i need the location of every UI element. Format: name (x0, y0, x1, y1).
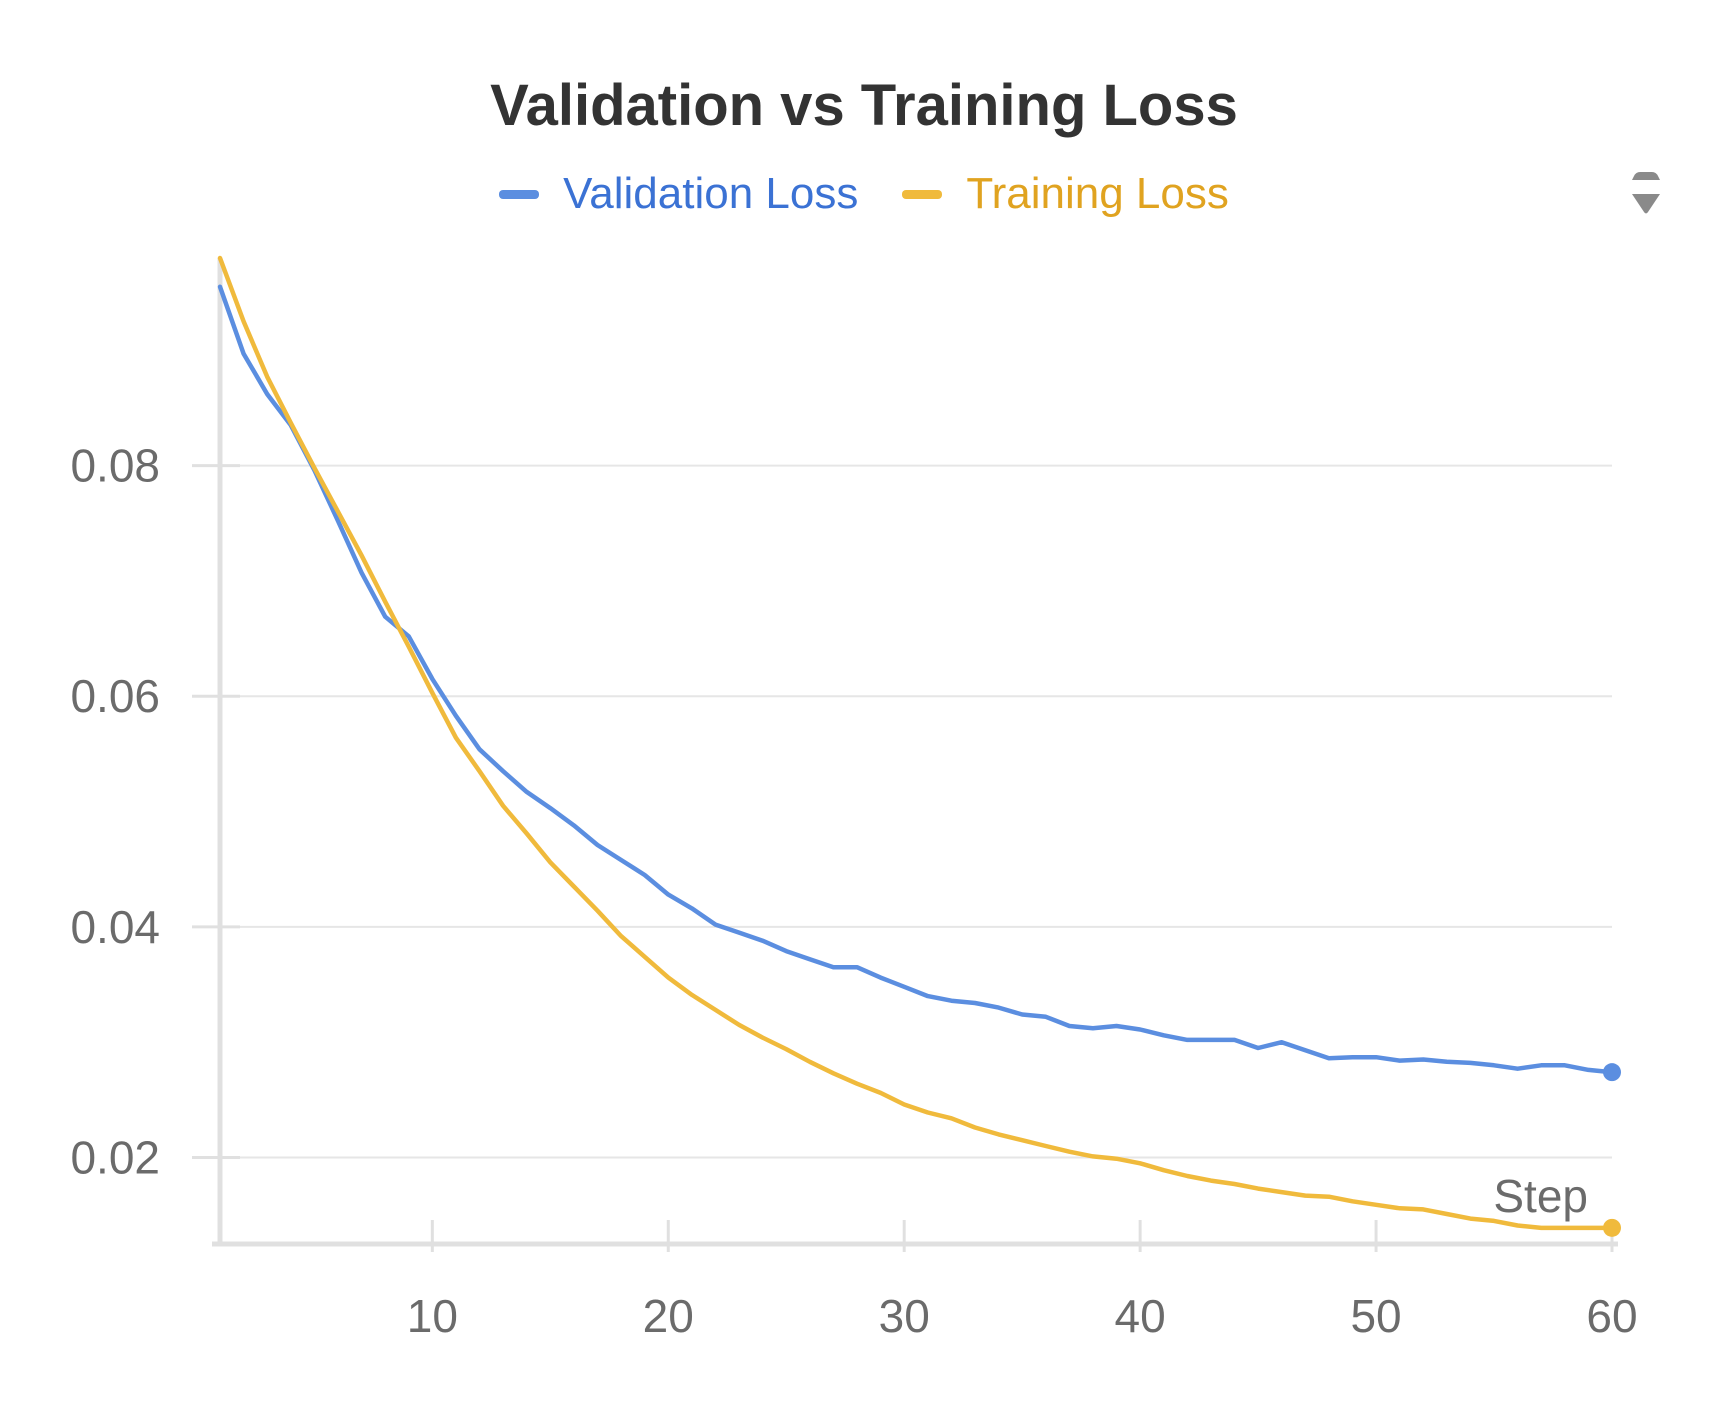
axis-layer: 0.02 0.04 0.06 0.08 10 20 30 40 50 60 (70, 258, 1638, 1342)
series-end-marker-validation-loss (1603, 1063, 1621, 1082)
legend-label-validation-loss: Validation Loss (563, 169, 859, 218)
series-line-training-loss (217, 255, 1615, 1231)
legend-scroll-arrows-icon (1632, 172, 1660, 214)
y-tick-label: 0.04 (70, 901, 160, 953)
y-tick-label: 0.06 (70, 670, 160, 722)
legend-item-validation-loss[interactable]: Validation Loss (499, 169, 858, 219)
x-tick-label: 30 (879, 1290, 930, 1342)
series-end-marker-training-loss (1603, 1218, 1621, 1237)
legend: Validation Loss Training Loss (0, 168, 1728, 220)
legend-label-training-loss: Training Loss (966, 169, 1229, 218)
chart-title: Validation vs Training Loss (490, 73, 1238, 138)
series-layer (217, 255, 1621, 1237)
series-line-validation-loss (217, 284, 1615, 1075)
x-axis-label: Step (1493, 1170, 1588, 1222)
legend-swatch-training-loss (902, 189, 943, 199)
legend-item-training-loss[interactable]: Training Loss (902, 169, 1229, 219)
x-tick-label: 20 (643, 1290, 694, 1342)
x-tick-label: 10 (407, 1290, 458, 1342)
x-tick-label: 60 (1586, 1290, 1637, 1342)
grid-layer (220, 464, 1612, 1159)
x-tick-label: 50 (1350, 1290, 1401, 1342)
y-tick-label: 0.02 (70, 1132, 160, 1184)
x-tick-label: 40 (1115, 1290, 1166, 1342)
y-tick-label: 0.08 (70, 440, 160, 492)
legend-scroll-button[interactable] (1618, 164, 1674, 224)
legend-swatch-validation-loss (499, 189, 540, 199)
